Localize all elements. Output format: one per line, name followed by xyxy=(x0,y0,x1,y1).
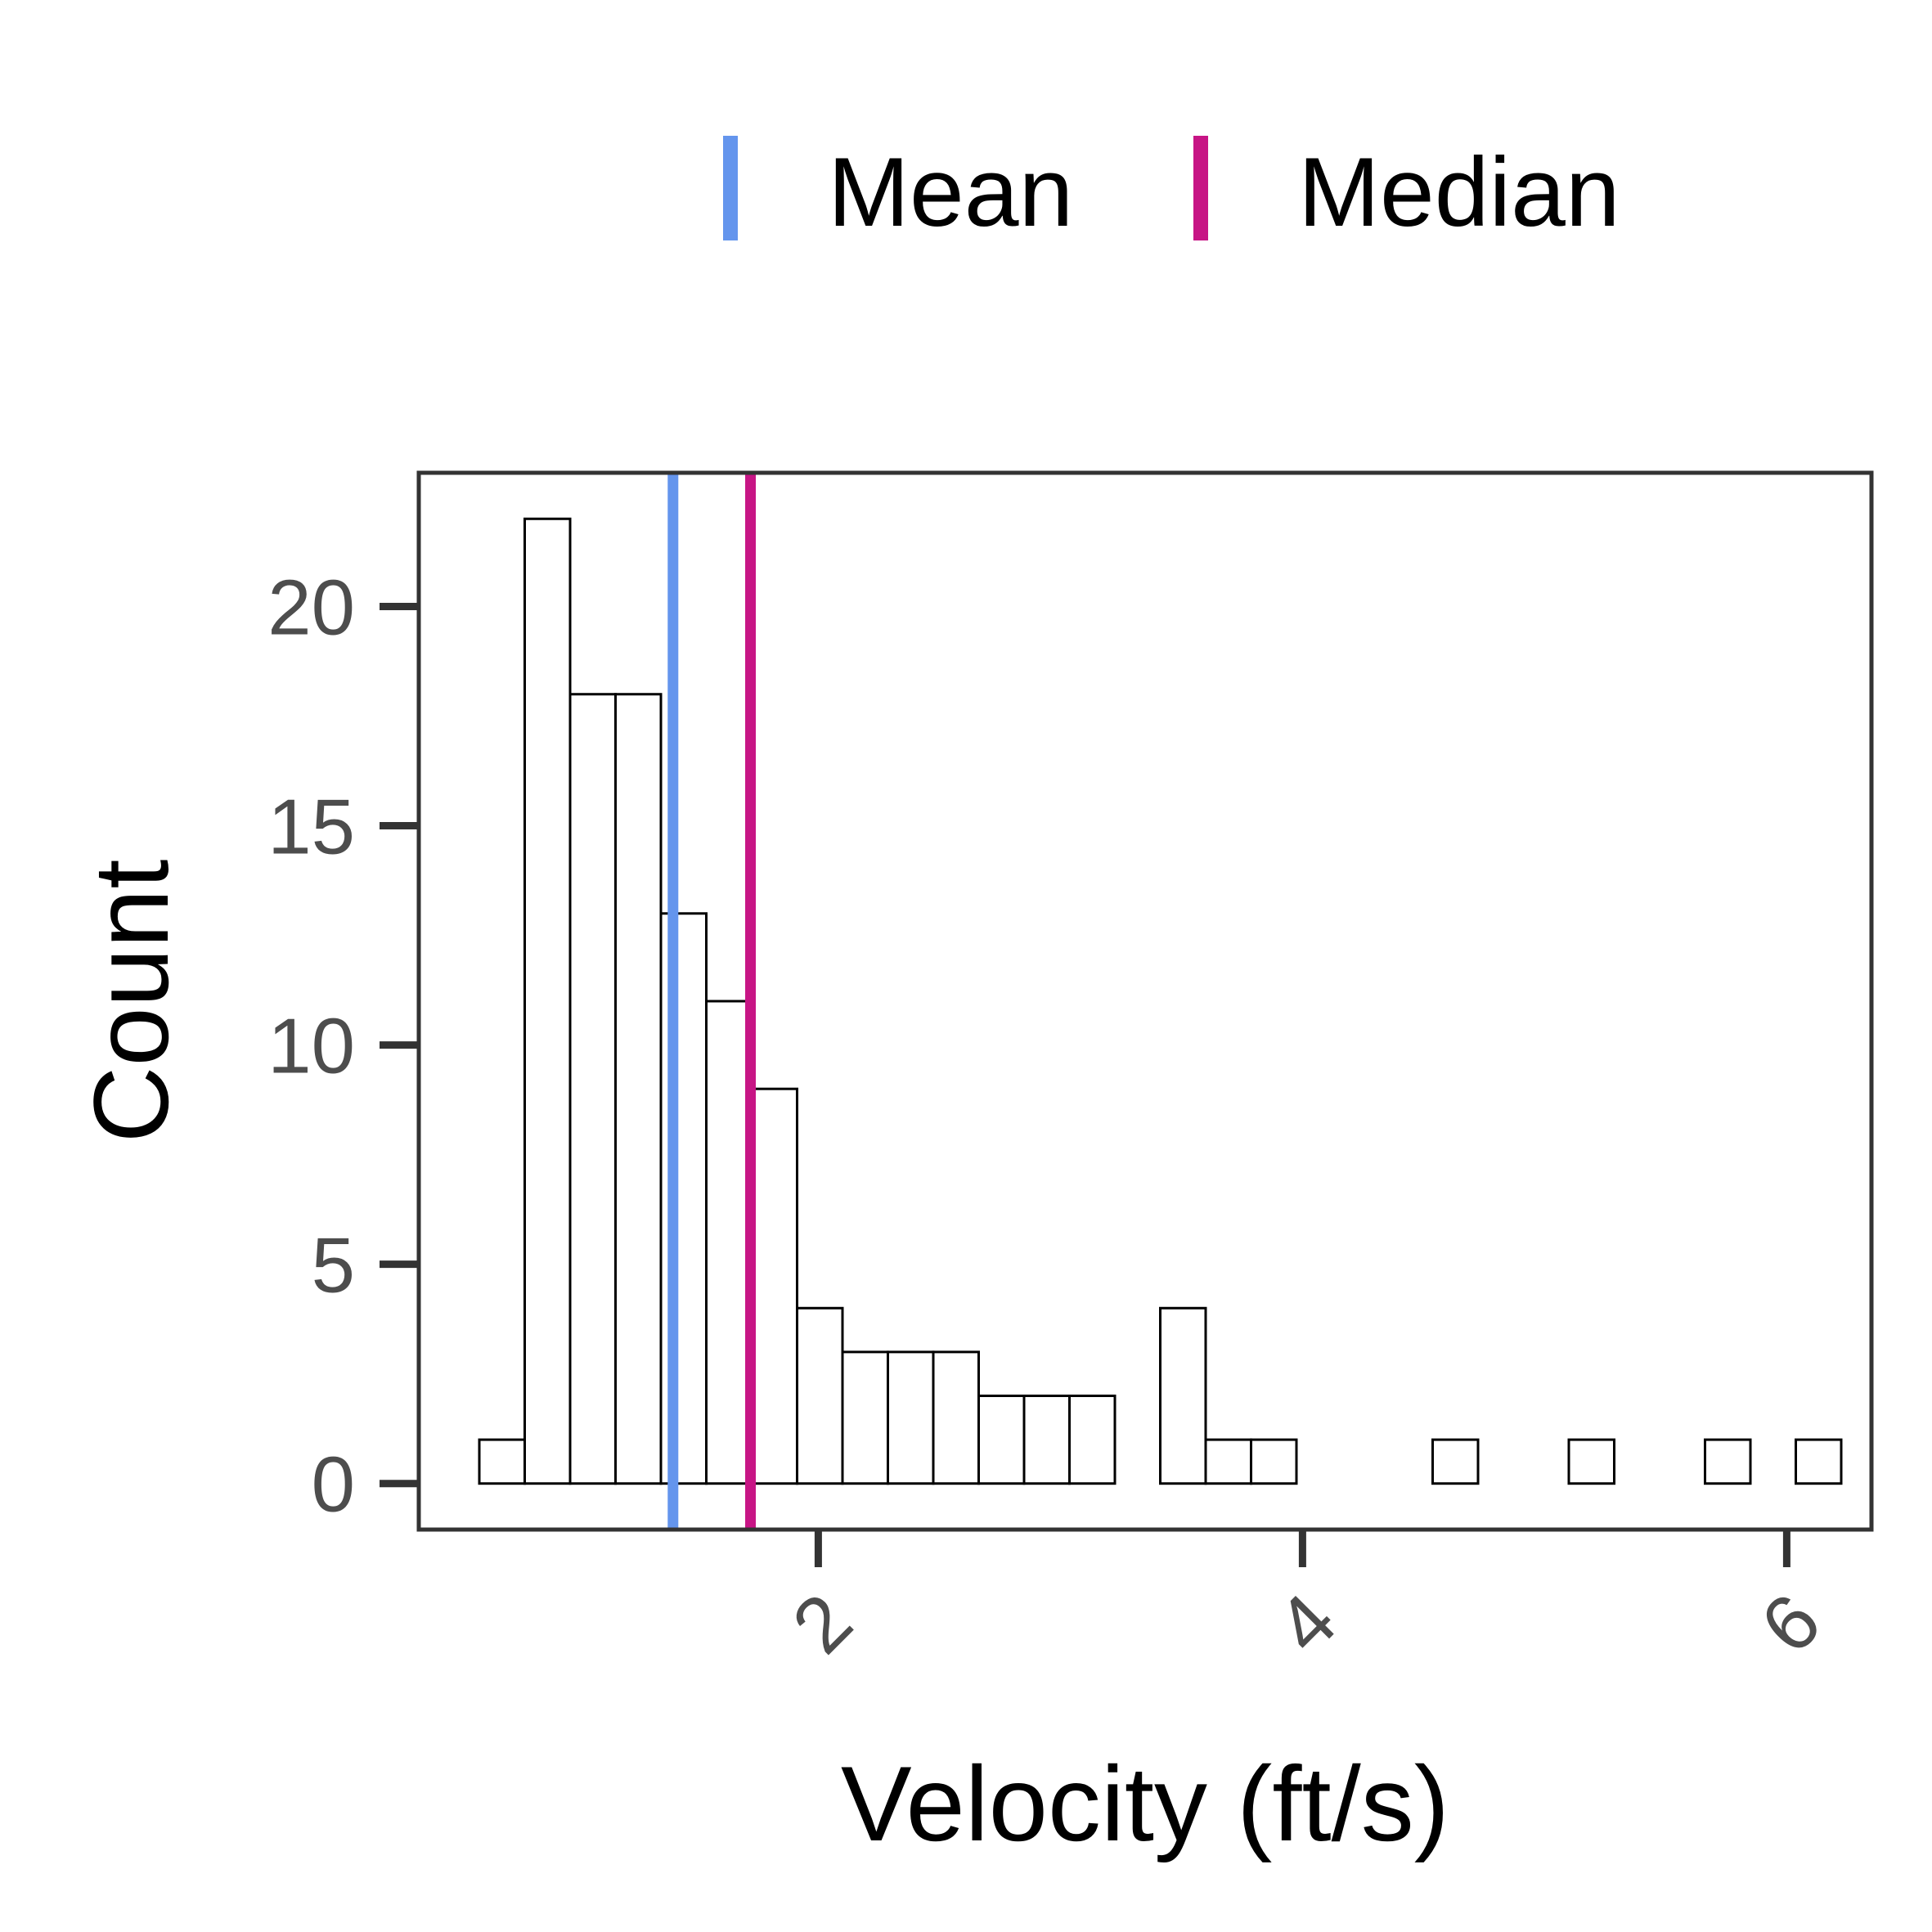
y-tick-label: 5 xyxy=(312,1222,355,1310)
histogram-bar xyxy=(977,1394,1026,1485)
x-tick-label: 4 xyxy=(1260,1577,1353,1669)
y-axis: 0 5 10 15 20 xyxy=(267,564,419,1529)
reference-lines xyxy=(667,473,757,1530)
x-axis-title: Velocity (ft/s) xyxy=(841,1744,1449,1863)
y-tick-label: 0 xyxy=(312,1441,355,1529)
histogram-bar xyxy=(1431,1438,1480,1485)
histogram-bar xyxy=(1204,1438,1252,1485)
x-tick-label: 2 xyxy=(776,1577,869,1669)
histogram-bar xyxy=(1795,1438,1843,1485)
histogram-bar xyxy=(705,1000,753,1485)
y-tick-label: 20 xyxy=(267,564,355,652)
y-axis-title: Count xyxy=(71,860,191,1143)
y-tick-label: 15 xyxy=(267,784,355,871)
histogram-bar xyxy=(932,1350,980,1485)
histogram-bars xyxy=(478,517,1843,1485)
histogram-bar xyxy=(841,1350,889,1485)
histogram-bar xyxy=(1159,1306,1207,1485)
histogram-bar xyxy=(796,1306,844,1485)
histogram-bar xyxy=(887,1350,935,1485)
histogram-bar xyxy=(1704,1438,1752,1485)
histogram-bar xyxy=(1068,1394,1117,1485)
plot-panel-border xyxy=(416,470,1874,1532)
histogram-bar xyxy=(523,517,572,1485)
histogram-bar xyxy=(1567,1438,1615,1485)
histogram-bar xyxy=(568,693,617,1485)
legend: Mean Median xyxy=(723,136,1620,247)
legend-key-mean xyxy=(723,136,738,240)
histogram-bar xyxy=(1022,1394,1071,1485)
x-tick-label: 6 xyxy=(1745,1577,1837,1669)
histogram-bar xyxy=(1250,1438,1298,1485)
x-axis: 2 4 6 xyxy=(776,1530,1837,1670)
histogram-bar xyxy=(614,693,663,1485)
legend-key-median xyxy=(1193,136,1208,240)
legend-label-mean: Mean xyxy=(828,137,1073,247)
legend-label-median: Median xyxy=(1298,137,1620,247)
y-tick-label: 10 xyxy=(267,1003,355,1090)
histogram-bar xyxy=(750,1087,798,1485)
histogram-bar xyxy=(478,1438,526,1485)
